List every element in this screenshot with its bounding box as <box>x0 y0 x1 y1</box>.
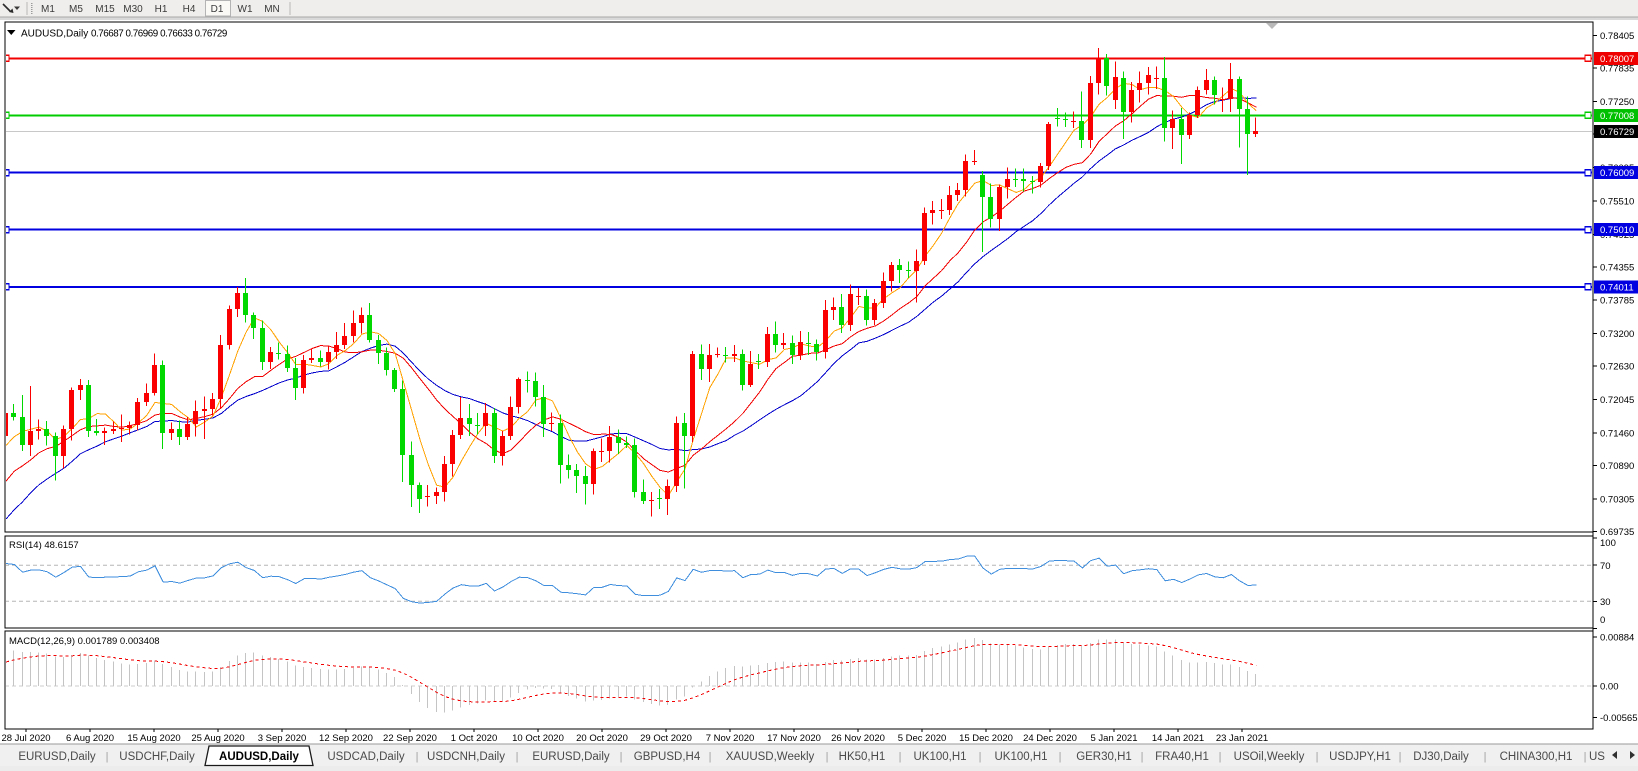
svg-text:0.77835: 0.77835 <box>1600 64 1634 75</box>
svg-text:XAUUSD,Weekly: XAUUSD,Weekly <box>726 751 815 763</box>
svg-text:0.73785: 0.73785 <box>1600 295 1634 306</box>
svg-text:28 Jul 2020: 28 Jul 2020 <box>1 733 50 744</box>
svg-text:USOil,Weekly: USOil,Weekly <box>1234 751 1305 763</box>
svg-text:0.78405: 0.78405 <box>1600 31 1634 42</box>
svg-text:MACD(12,26,9) 0.001789 0.00340: MACD(12,26,9) 0.001789 0.003408 <box>9 636 160 647</box>
svg-text:23 Jan 2021: 23 Jan 2021 <box>1216 733 1268 744</box>
svg-text:|: | <box>106 751 109 763</box>
svg-text:EURUSD,Daily: EURUSD,Daily <box>18 751 96 763</box>
svg-text:29 Oct 2020: 29 Oct 2020 <box>640 733 692 744</box>
svg-text:0.74011: 0.74011 <box>1600 282 1634 293</box>
svg-text:20 Oct 2020: 20 Oct 2020 <box>576 733 628 744</box>
svg-text:5 Jan 2021: 5 Jan 2021 <box>1090 733 1137 744</box>
svg-text:|: | <box>1316 751 1319 763</box>
svg-text:|: | <box>1484 751 1487 763</box>
svg-text:0.72045: 0.72045 <box>1600 395 1634 406</box>
svg-text:|: | <box>416 751 419 763</box>
svg-text:0.74355: 0.74355 <box>1600 263 1634 274</box>
svg-text:RSI(14) 48.6157: RSI(14) 48.6157 <box>9 540 79 551</box>
svg-text:UK100,H1: UK100,H1 <box>913 751 966 763</box>
svg-text:CHINA300,H1: CHINA300,H1 <box>1500 751 1573 763</box>
svg-text:MN: MN <box>264 4 280 15</box>
svg-text:M15: M15 <box>95 4 115 15</box>
svg-text:|: | <box>709 751 712 763</box>
svg-text:|: | <box>1059 751 1062 763</box>
svg-text:5 Dec 2020: 5 Dec 2020 <box>898 733 947 744</box>
svg-text:|: | <box>826 751 829 763</box>
svg-text:15 Aug 2020: 15 Aug 2020 <box>127 733 180 744</box>
svg-text:USDCAD,Daily: USDCAD,Daily <box>327 751 405 763</box>
svg-text:10 Oct 2020: 10 Oct 2020 <box>512 733 564 744</box>
svg-text:26 Nov 2020: 26 Nov 2020 <box>831 733 885 744</box>
svg-text:FRA40,H1: FRA40,H1 <box>1155 751 1209 763</box>
svg-text:0.77250: 0.77250 <box>1600 97 1634 108</box>
svg-text:M30: M30 <box>123 4 143 15</box>
svg-text:0.75510: 0.75510 <box>1600 197 1634 208</box>
svg-text:AUDUSD,Daily: AUDUSD,Daily <box>21 29 88 40</box>
svg-text:H1: H1 <box>155 4 168 15</box>
svg-text:0.70890: 0.70890 <box>1600 461 1634 472</box>
svg-text:USDCNH,Daily: USDCNH,Daily <box>427 751 505 763</box>
svg-text:0.69735: 0.69735 <box>1600 527 1634 538</box>
svg-text:-0.005651: -0.005651 <box>1600 713 1638 724</box>
svg-text:22 Sep 2020: 22 Sep 2020 <box>383 733 437 744</box>
svg-text:|: | <box>516 751 519 763</box>
svg-text:0: 0 <box>1600 615 1605 626</box>
svg-text:15 Dec 2020: 15 Dec 2020 <box>959 733 1013 744</box>
svg-text:0.00884: 0.00884 <box>1600 633 1634 644</box>
svg-text:100: 100 <box>1600 538 1616 549</box>
svg-text:DJ30,Daily: DJ30,Daily <box>1413 751 1469 763</box>
svg-text:0.73200: 0.73200 <box>1600 329 1634 340</box>
svg-text:GER30,H1: GER30,H1 <box>1076 751 1132 763</box>
svg-text:|: | <box>1584 751 1587 763</box>
svg-text:12 Sep 2020: 12 Sep 2020 <box>319 733 373 744</box>
svg-text:GBPUSD,H4: GBPUSD,H4 <box>634 751 701 763</box>
svg-text:0.76009: 0.76009 <box>1600 168 1634 179</box>
svg-text:UK100,H1: UK100,H1 <box>994 751 1047 763</box>
svg-text:|: | <box>620 751 623 763</box>
svg-text:0.00: 0.00 <box>1600 682 1619 693</box>
svg-text:M1: M1 <box>41 4 55 15</box>
svg-text:0.76729: 0.76729 <box>1600 127 1634 138</box>
svg-text:W1: W1 <box>238 4 253 15</box>
svg-text:H4: H4 <box>183 4 196 15</box>
svg-text:|: | <box>899 751 902 763</box>
svg-text:0.76687 0.76969 0.76633 0.7672: 0.76687 0.76969 0.76633 0.76729 <box>91 29 227 40</box>
svg-text:25 Aug 2020: 25 Aug 2020 <box>191 733 244 744</box>
svg-text:|: | <box>1141 751 1144 763</box>
svg-text:0.78007: 0.78007 <box>1600 54 1634 65</box>
svg-text:30: 30 <box>1600 597 1611 608</box>
svg-text:3 Sep 2020: 3 Sep 2020 <box>258 733 307 744</box>
svg-text:|: | <box>1219 751 1222 763</box>
svg-text:24 Dec 2020: 24 Dec 2020 <box>1023 733 1077 744</box>
svg-text:0.75010: 0.75010 <box>1600 225 1634 236</box>
svg-text:USDJPY,H1: USDJPY,H1 <box>1329 751 1391 763</box>
svg-text:0.70305: 0.70305 <box>1600 494 1634 505</box>
svg-text:AUDUSD,Daily: AUDUSD,Daily <box>219 751 299 763</box>
svg-text:6 Aug 2020: 6 Aug 2020 <box>66 733 114 744</box>
svg-text:US: US <box>1589 751 1605 763</box>
svg-text:1 Oct 2020: 1 Oct 2020 <box>451 733 497 744</box>
svg-text:M5: M5 <box>69 4 83 15</box>
svg-text:HK50,H1: HK50,H1 <box>839 751 886 763</box>
svg-text:0.71460: 0.71460 <box>1600 428 1634 439</box>
svg-text:14 Jan 2021: 14 Jan 2021 <box>1152 733 1204 744</box>
svg-text:7 Nov 2020: 7 Nov 2020 <box>706 733 755 744</box>
svg-text:|: | <box>1399 751 1402 763</box>
svg-text:EURUSD,Daily: EURUSD,Daily <box>532 751 610 763</box>
svg-text:0.72630: 0.72630 <box>1600 361 1634 372</box>
svg-text:D1: D1 <box>211 4 224 15</box>
svg-text:USDCHF,Daily: USDCHF,Daily <box>119 751 195 763</box>
svg-text:70: 70 <box>1600 561 1611 572</box>
svg-text:|: | <box>979 751 982 763</box>
svg-text:17 Nov 2020: 17 Nov 2020 <box>767 733 821 744</box>
svg-text:0.77008: 0.77008 <box>1600 111 1634 122</box>
